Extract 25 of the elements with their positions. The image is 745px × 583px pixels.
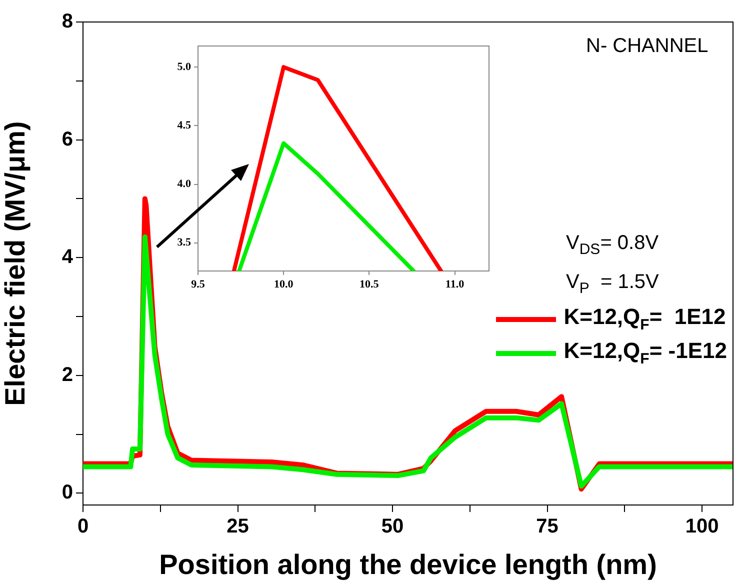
y-tick-label: 4.5 — [177, 120, 192, 132]
annotation: V$_{DS}$= 0.8V — [566, 232, 659, 258]
x-tick-label: 75 — [536, 516, 558, 538]
x-tick-label: 10.0 — [274, 278, 294, 290]
x-axis-title: Position along the device length (nm) — [159, 548, 657, 580]
legend-label: K=12,Q$_{F}$= -1E12 — [564, 338, 727, 368]
y-tick-label: 0 — [62, 482, 73, 504]
y-tick-label: 8 — [62, 10, 73, 33]
y-tick-label: 5.0 — [177, 60, 192, 73]
x-tick-label: 10.5 — [360, 278, 380, 290]
annotation: N- CHANNEL — [586, 35, 708, 57]
annotation: V$_{P}$ = 1.5V — [566, 271, 659, 297]
x-tick-label: 11.0 — [445, 278, 465, 290]
y-tick-label: 2 — [62, 364, 73, 386]
y-tick-label: 3.5 — [177, 236, 192, 249]
y-axis-title: Electric field (MV/μm) — [0, 121, 31, 406]
y-tick-label: 4 — [62, 246, 74, 268]
y-tick-label: 4.0 — [177, 178, 192, 190]
y-tick-label: 6 — [62, 128, 73, 150]
x-tick-label: 100 — [685, 516, 719, 538]
x-tick-label: 9.5 — [191, 278, 206, 290]
x-tick-label: 25 — [226, 516, 249, 538]
x-tick-label: 0 — [77, 516, 89, 538]
legend-label: K=12,Q$_{F}$= 1E12 — [564, 304, 726, 334]
x-tick-label: 50 — [381, 516, 404, 538]
